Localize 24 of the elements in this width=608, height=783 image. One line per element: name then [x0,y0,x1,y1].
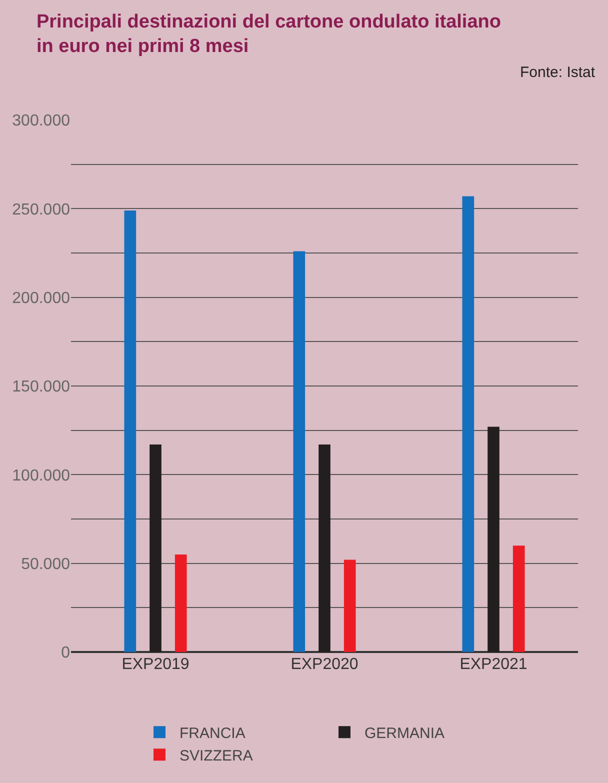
y-tick-label: 150.000 [12,378,70,396]
y-tick-label: 50.000 [21,556,70,573]
bar [512,546,525,652]
x-tick-label: EXP2021 [460,656,528,673]
y-tick-label: 300.000 [12,112,70,130]
legend-label: GERMANIA [364,724,445,742]
bar [462,196,474,652]
bar [488,426,500,652]
x-tick-label: EXP2019 [122,656,190,673]
bar [344,560,356,652]
bar [124,210,136,652]
legend-label: FRANCIA [180,724,246,742]
y-tick-label: 100.000 [12,467,70,484]
source-note: Fonte: Istat [520,64,596,81]
y-tick-label: 0 [61,644,70,662]
legend-label: SVIZZERA [180,747,253,764]
y-tick-label: 200.000 [12,290,70,307]
bar [293,251,306,652]
y-tick-label: 250.000 [12,201,70,218]
bar [150,444,162,652]
bar [318,444,330,652]
chart-title: Principali destinazioni del cartone ondulato italiano in euro nei primi 8 mesi [36,11,501,58]
bar [174,554,187,652]
x-tick-label: EXP2020 [290,656,358,673]
